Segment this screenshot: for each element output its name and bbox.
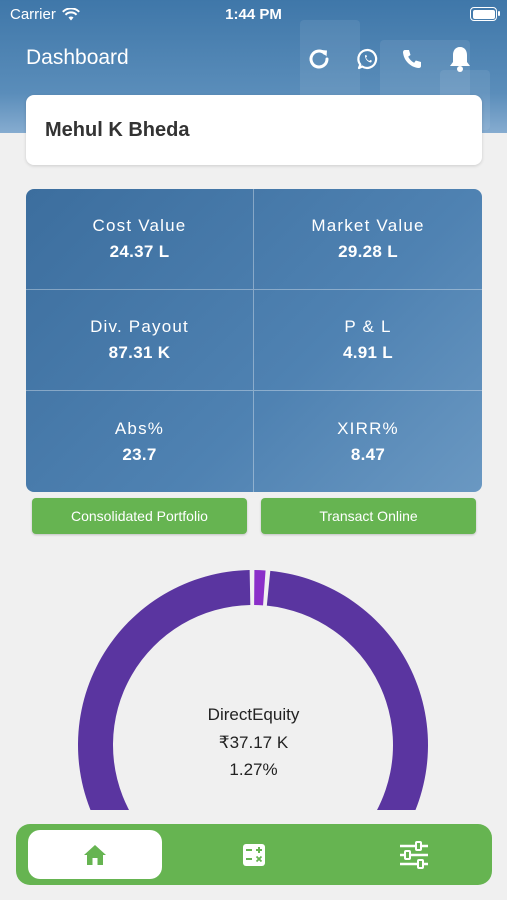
- donut-svg: [78, 570, 428, 810]
- stat-div-payout: Div. Payout 87.31 K: [26, 290, 254, 391]
- donut-category-label: DirectEquity: [207, 705, 300, 724]
- allocation-donut-chart: DirectEquity ₹37.17 K 1.27%: [0, 540, 507, 810]
- donut-amount-label: ₹37.17 K: [218, 733, 289, 752]
- calculator-icon: [243, 843, 265, 866]
- stat-label: Div. Payout: [90, 317, 189, 336]
- home-icon: [84, 844, 106, 865]
- portfolio-stats-grid: Cost Value 24.37 L Market Value 29.28 L …: [26, 189, 482, 492]
- stat-market-value: Market Value 29.28 L: [254, 189, 482, 290]
- consolidated-portfolio-button[interactable]: Consolidated Portfolio: [32, 498, 247, 534]
- wifi-icon: [61, 8, 80, 21]
- stat-value: 87.31 K: [108, 343, 171, 362]
- donut-slice-directequity[interactable]: [254, 570, 266, 606]
- nav-settings[interactable]: [344, 830, 484, 879]
- carrier-label: Carrier: [10, 6, 56, 23]
- status-bar: Carrier 1:44 PM: [0, 0, 507, 28]
- stat-pnl: P & L 4.91 L: [254, 290, 482, 391]
- donut-percent-label: 1.27%: [229, 760, 278, 779]
- stat-value: 29.28 L: [338, 242, 398, 261]
- stat-label: Abs%: [114, 418, 165, 438]
- stat-cost-value: Cost Value 24.37 L: [26, 189, 254, 290]
- filter-settings-icon: [400, 840, 428, 869]
- stat-xirr-percent: XIRR% 8.47: [254, 391, 482, 492]
- stat-value: 4.91 L: [343, 343, 393, 362]
- refresh-icon[interactable]: [305, 45, 333, 73]
- stat-label: XIRR%: [337, 418, 399, 438]
- donut-slice-other[interactable]: [78, 570, 428, 810]
- stat-label: Market Value: [311, 216, 425, 235]
- user-name-card: Mehul K Bheda: [26, 95, 482, 165]
- stat-label: P & L: [344, 317, 392, 336]
- bottom-navigation: [16, 824, 492, 885]
- status-carrier: Carrier: [10, 6, 80, 23]
- user-name: Mehul K Bheda: [45, 118, 190, 141]
- stat-value: 8.47: [350, 444, 386, 464]
- transact-online-button[interactable]: Transact Online: [261, 498, 476, 534]
- stat-abs-percent: Abs% 23.7: [26, 391, 254, 492]
- stat-value: 23.7: [122, 444, 157, 464]
- bell-icon[interactable]: [446, 45, 474, 73]
- phone-icon[interactable]: [398, 45, 426, 73]
- nav-home[interactable]: [28, 830, 162, 879]
- whatsapp-icon[interactable]: [354, 45, 382, 73]
- nav-calculator[interactable]: [184, 830, 324, 879]
- page-title: Dashboard: [26, 46, 129, 69]
- status-time: 1:44 PM: [225, 6, 282, 23]
- stat-label: Cost Value: [92, 216, 187, 235]
- battery-icon: [470, 7, 500, 21]
- stat-value: 24.37 L: [109, 242, 170, 261]
